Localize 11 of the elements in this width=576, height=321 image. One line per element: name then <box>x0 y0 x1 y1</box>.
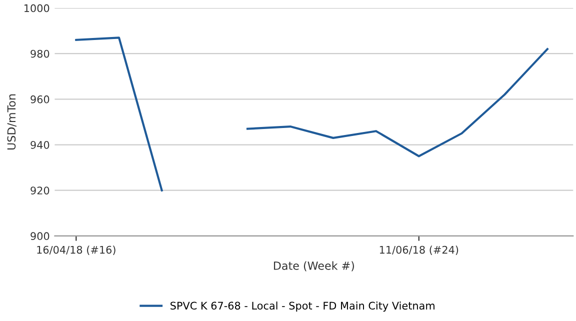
y-tick-label: 920 <box>30 186 50 194</box>
y-axis-title: USD/mTon <box>7 94 17 150</box>
legend-label: SPVC K 67-68 - Local - Spot - FD Main City Vietnam <box>170 302 434 312</box>
x-axis-title: Date (Week #) <box>274 261 354 272</box>
y-tick-label: 1000 <box>24 4 50 12</box>
y-tick-label: 980 <box>30 50 50 58</box>
y-tick-label: 900 <box>30 232 50 240</box>
y-tick-label: 940 <box>30 140 50 149</box>
x-tick-label: 16/04/18 (#16) <box>37 246 116 255</box>
y-tick-label: 960 <box>30 95 50 104</box>
x-tick-label: 11/06/18 (#24) <box>380 246 458 255</box>
